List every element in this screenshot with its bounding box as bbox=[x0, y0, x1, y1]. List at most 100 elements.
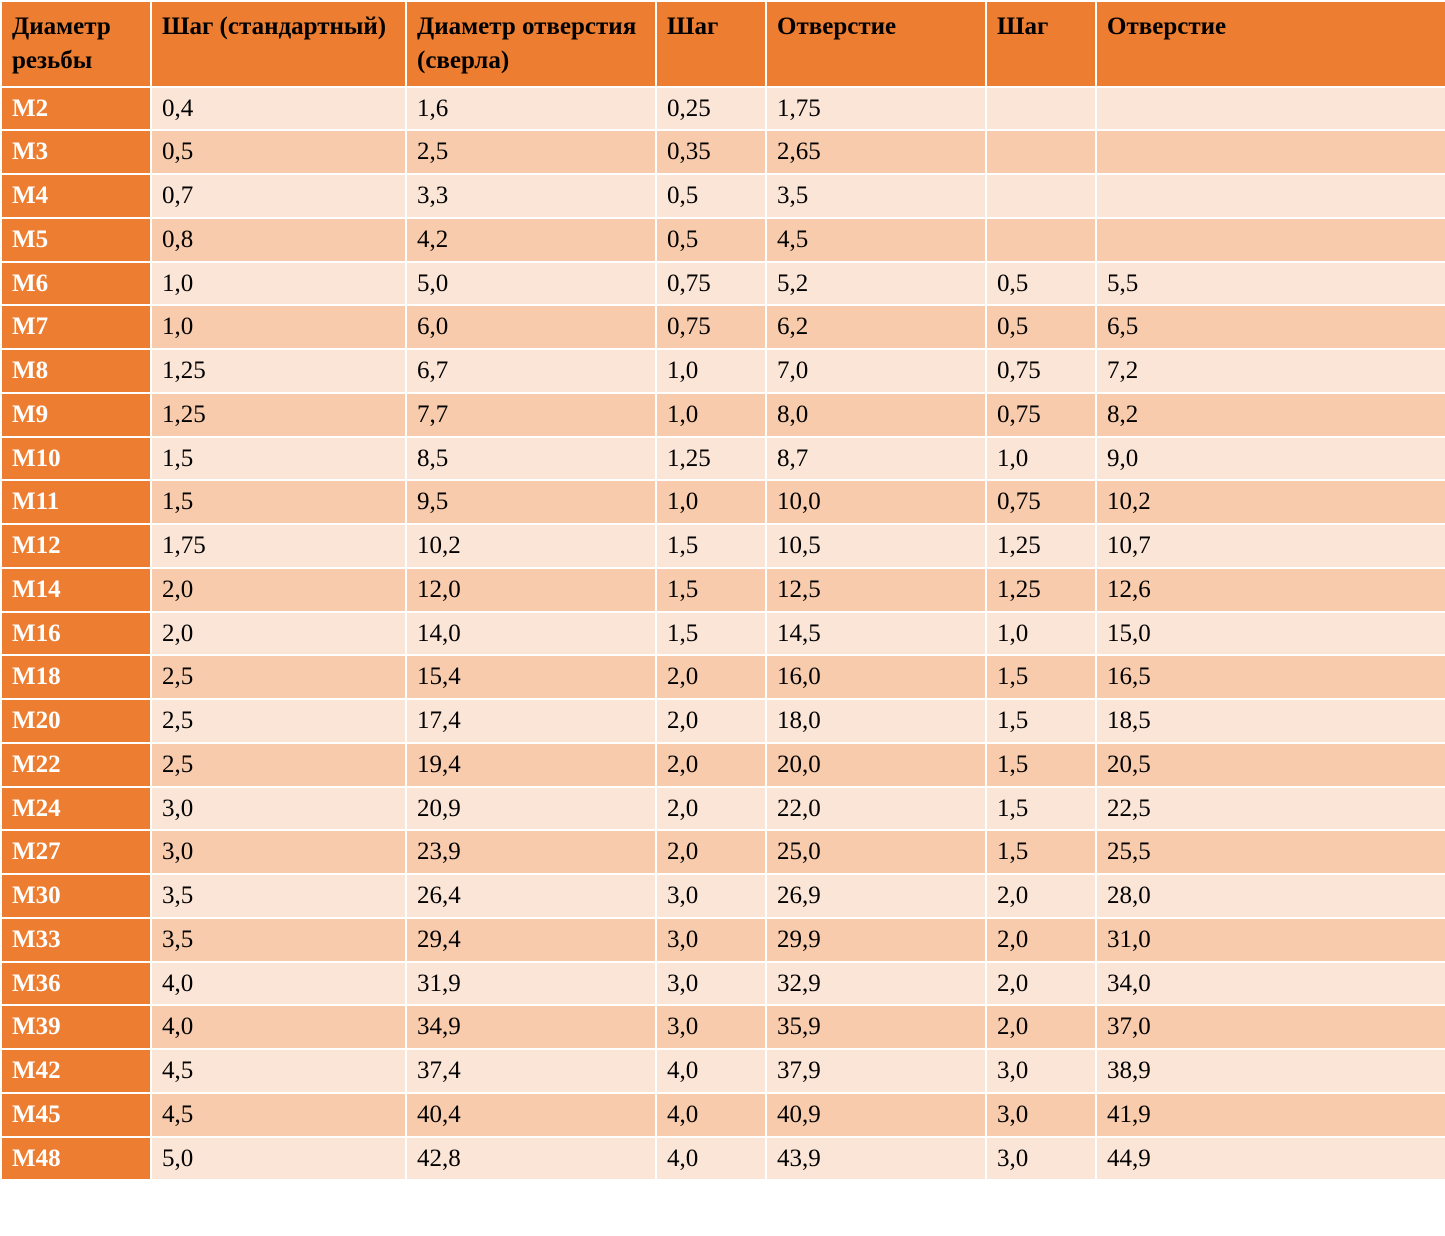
table-cell: 10,5 bbox=[766, 524, 986, 568]
col-header-hole-2: Отверстие bbox=[766, 1, 986, 87]
table-cell: 42,8 bbox=[406, 1137, 656, 1181]
row-header: M6 bbox=[1, 262, 151, 306]
table-cell: 7,7 bbox=[406, 393, 656, 437]
row-header: M30 bbox=[1, 874, 151, 918]
table-cell: 1,25 bbox=[656, 437, 766, 481]
table-cell: 12,0 bbox=[406, 568, 656, 612]
table-cell bbox=[986, 174, 1096, 218]
table-cell: 0,5 bbox=[986, 262, 1096, 306]
table-cell: 28,0 bbox=[1096, 874, 1445, 918]
col-header-pitch-3: Шаг bbox=[986, 1, 1096, 87]
table-cell: 23,9 bbox=[406, 830, 656, 874]
table-cell: 4,2 bbox=[406, 218, 656, 262]
table-cell: 0,7 bbox=[151, 174, 406, 218]
col-header-thread-diameter: Диаметр резьбы bbox=[1, 1, 151, 87]
table-row: M111,59,51,010,00,7510,2 bbox=[1, 480, 1445, 524]
table-cell: 5,5 bbox=[1096, 262, 1445, 306]
row-header: M18 bbox=[1, 655, 151, 699]
table-cell: 9,0 bbox=[1096, 437, 1445, 481]
table-cell: 3,5 bbox=[766, 174, 986, 218]
table-cell: 10,7 bbox=[1096, 524, 1445, 568]
table-cell: 5,0 bbox=[151, 1137, 406, 1181]
table-row: M142,012,01,512,51,2512,6 bbox=[1, 568, 1445, 612]
table-cell: 1,5 bbox=[986, 830, 1096, 874]
table-row: M222,519,42,020,01,520,5 bbox=[1, 743, 1445, 787]
table-cell: 1,5 bbox=[656, 568, 766, 612]
table-row: M273,023,92,025,01,525,5 bbox=[1, 830, 1445, 874]
row-header: M20 bbox=[1, 699, 151, 743]
table-cell: 20,5 bbox=[1096, 743, 1445, 787]
table-cell: 1,0 bbox=[151, 262, 406, 306]
table-cell: 6,5 bbox=[1096, 305, 1445, 349]
row-header: M3 bbox=[1, 130, 151, 174]
table-cell: 10,2 bbox=[406, 524, 656, 568]
row-header: M16 bbox=[1, 612, 151, 656]
row-header: M33 bbox=[1, 918, 151, 962]
table-row: M182,515,42,016,01,516,5 bbox=[1, 655, 1445, 699]
table-cell: 3,0 bbox=[986, 1049, 1096, 1093]
table-cell: 4,0 bbox=[656, 1137, 766, 1181]
table-cell: 6,7 bbox=[406, 349, 656, 393]
table-cell: 1,25 bbox=[986, 568, 1096, 612]
row-header: M7 bbox=[1, 305, 151, 349]
table-cell: 18,5 bbox=[1096, 699, 1445, 743]
table-cell: 0,5 bbox=[151, 130, 406, 174]
row-header: M45 bbox=[1, 1093, 151, 1137]
table-cell: 0,5 bbox=[986, 305, 1096, 349]
table-cell: 37,0 bbox=[1096, 1005, 1445, 1049]
table-cell: 4,5 bbox=[766, 218, 986, 262]
table-cell: 16,0 bbox=[766, 655, 986, 699]
table-cell: 1,5 bbox=[656, 524, 766, 568]
table-cell: 34,9 bbox=[406, 1005, 656, 1049]
table-cell: 14,0 bbox=[406, 612, 656, 656]
table-cell bbox=[986, 87, 1096, 131]
row-header: M48 bbox=[1, 1137, 151, 1181]
table-row: M394,034,93,035,92,037,0 bbox=[1, 1005, 1445, 1049]
table-cell: 31,0 bbox=[1096, 918, 1445, 962]
table-cell: 4,0 bbox=[151, 1005, 406, 1049]
table-cell: 12,5 bbox=[766, 568, 986, 612]
table-cell: 3,0 bbox=[656, 1005, 766, 1049]
table-cell: 4,0 bbox=[656, 1049, 766, 1093]
table-cell: 9,5 bbox=[406, 480, 656, 524]
table-cell: 25,5 bbox=[1096, 830, 1445, 874]
table-row: M50,84,20,54,5 bbox=[1, 218, 1445, 262]
row-header: M5 bbox=[1, 218, 151, 262]
table-cell: 6,0 bbox=[406, 305, 656, 349]
row-header: M36 bbox=[1, 962, 151, 1006]
table-cell: 34,0 bbox=[1096, 962, 1445, 1006]
table-cell: 7,0 bbox=[766, 349, 986, 393]
table-cell: 18,0 bbox=[766, 699, 986, 743]
row-header: M12 bbox=[1, 524, 151, 568]
row-header: M9 bbox=[1, 393, 151, 437]
table-cell: 2,5 bbox=[406, 130, 656, 174]
thread-drill-table: Диаметр резьбы Шаг (стандартный) Диаметр… bbox=[0, 0, 1445, 1181]
table-cell: 1,5 bbox=[986, 743, 1096, 787]
table-cell: 16,5 bbox=[1096, 655, 1445, 699]
table-cell: 2,0 bbox=[986, 874, 1096, 918]
table-cell: 25,0 bbox=[766, 830, 986, 874]
row-header: M11 bbox=[1, 480, 151, 524]
table-cell bbox=[1096, 130, 1445, 174]
table-cell: 1,25 bbox=[986, 524, 1096, 568]
table-cell: 26,9 bbox=[766, 874, 986, 918]
table-cell: 40,9 bbox=[766, 1093, 986, 1137]
table-cell: 20,9 bbox=[406, 787, 656, 831]
table-cell: 22,5 bbox=[1096, 787, 1445, 831]
col-header-pitch-standard: Шаг (стандартный) bbox=[151, 1, 406, 87]
table-row: M71,06,00,756,20,56,5 bbox=[1, 305, 1445, 349]
table-cell: 17,4 bbox=[406, 699, 656, 743]
table-row: M30,52,50,352,65 bbox=[1, 130, 1445, 174]
table-cell: 2,0 bbox=[656, 655, 766, 699]
row-header: M10 bbox=[1, 437, 151, 481]
table-cell: 2,65 bbox=[766, 130, 986, 174]
table-cell: 40,4 bbox=[406, 1093, 656, 1137]
table-cell: 1,75 bbox=[766, 87, 986, 131]
table-cell bbox=[986, 218, 1096, 262]
table-cell: 6,2 bbox=[766, 305, 986, 349]
table-cell: 29,9 bbox=[766, 918, 986, 962]
table-cell: 43,9 bbox=[766, 1137, 986, 1181]
col-header-hole-3: Отверстие bbox=[1096, 1, 1445, 87]
table-row: M303,526,43,026,92,028,0 bbox=[1, 874, 1445, 918]
table-row: M243,020,92,022,01,522,5 bbox=[1, 787, 1445, 831]
